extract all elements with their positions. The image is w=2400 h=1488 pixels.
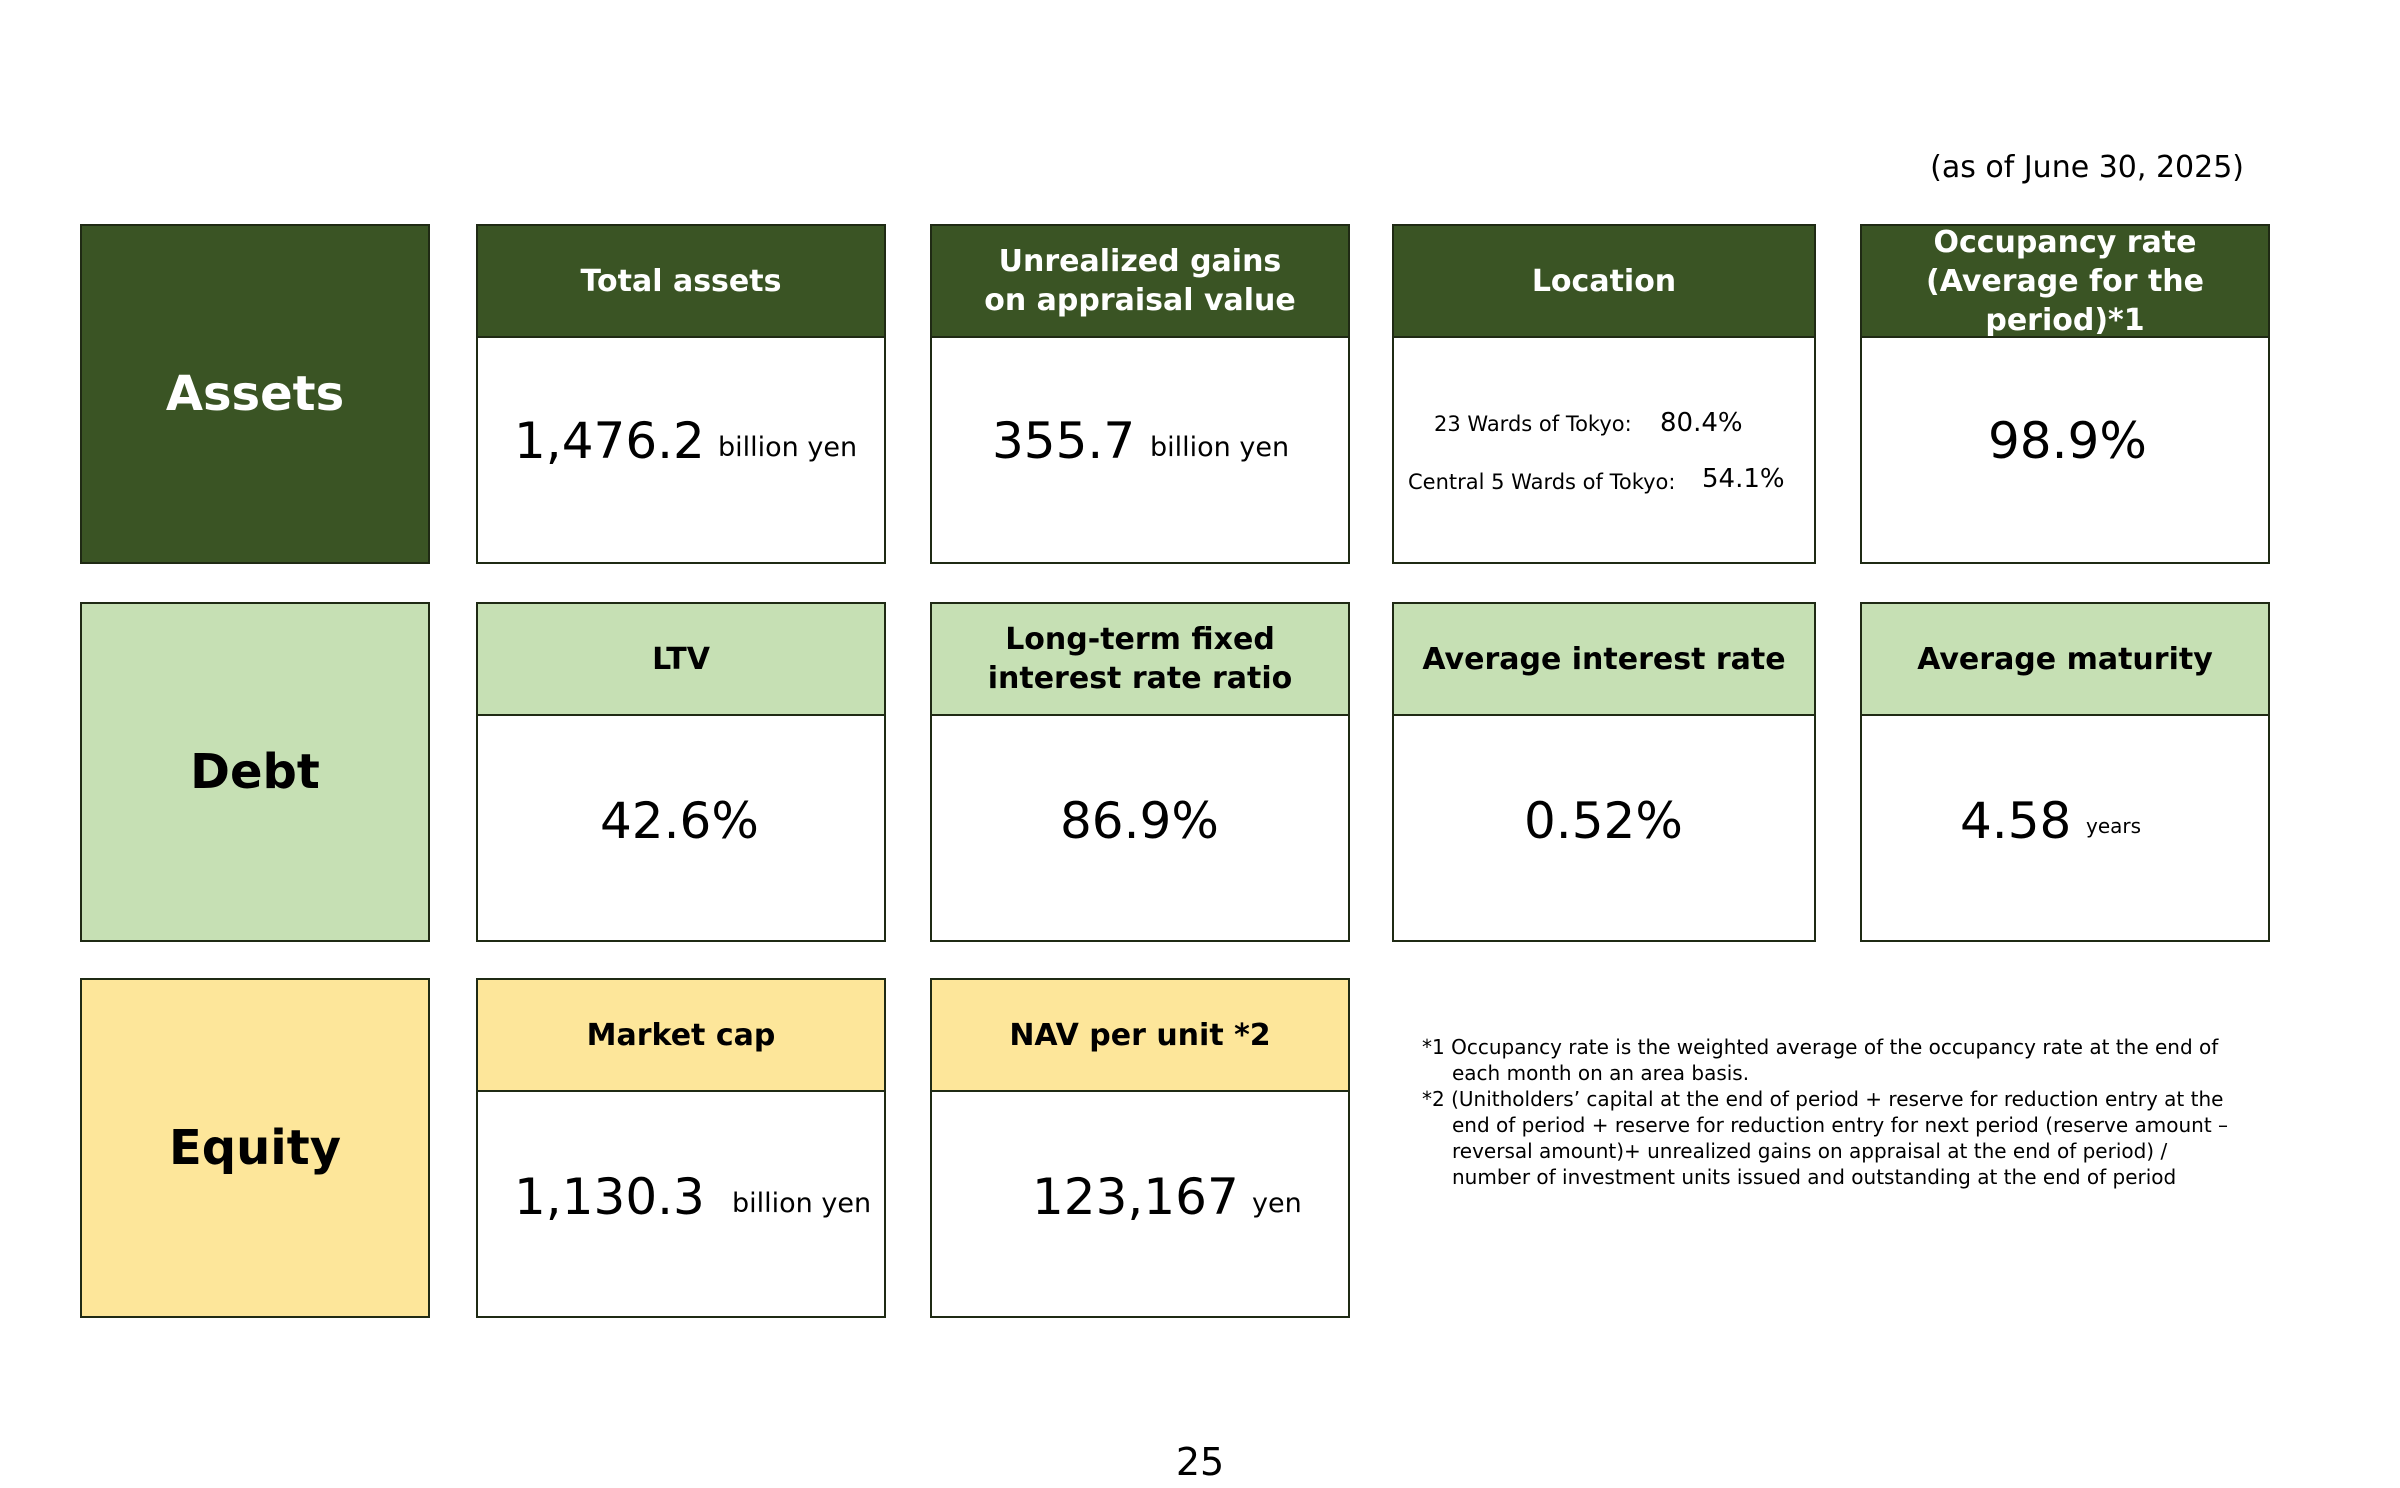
footnote-1: *1 Occupancy rate is the weighted averag… bbox=[1422, 1035, 2219, 1085]
avg-maturity-value: 4.58 bbox=[1960, 792, 2072, 850]
market-cap-title: Market cap bbox=[476, 978, 886, 1092]
central5-label: Central 5 Wards of Tokyo: bbox=[1408, 470, 1676, 494]
unrealized-gains-card: Unrealized gains on appraisal value 355.… bbox=[930, 224, 1350, 564]
footnotes: *1 Occupancy rate is the weighted averag… bbox=[1422, 1034, 2242, 1190]
ltv-card: LTV 42.6% bbox=[476, 602, 886, 942]
total-assets-card: Total assets 1,476.2 billion yen bbox=[476, 224, 886, 564]
row-label-assets: Assets bbox=[80, 224, 430, 564]
nav-per-unit-title: NAV per unit *2 bbox=[930, 978, 1350, 1092]
central5-value: 54.1% bbox=[1702, 464, 1785, 494]
occupancy-title: Occupancy rate (Average for the period)*… bbox=[1860, 224, 2270, 338]
avg-maturity-card: Average maturity 4.58 years bbox=[1860, 602, 2270, 942]
fixed-rate-value: 86.9% bbox=[1060, 792, 1219, 850]
nav-per-unit-card: NAV per unit *2 123,167 yen bbox=[930, 978, 1350, 1318]
total-assets-unit: billion yen bbox=[718, 432, 858, 463]
avg-interest-body: 0.52% bbox=[1392, 714, 1816, 942]
row-label-debt: Debt bbox=[80, 602, 430, 942]
market-cap-unit: billion yen bbox=[732, 1188, 872, 1219]
location-body: 23 Wards of Tokyo: 80.4% Central 5 Wards… bbox=[1392, 336, 1816, 564]
location-title: Location bbox=[1392, 224, 1816, 338]
fixed-rate-title: Long-term fixed interest rate ratio bbox=[930, 602, 1350, 716]
unrealized-gains-unit: billion yen bbox=[1150, 432, 1290, 463]
footnote-2: *2 (Unitholders’ capital at the end of p… bbox=[1422, 1087, 2229, 1189]
fixed-rate-card: Long-term fixed interest rate ratio 86.9… bbox=[930, 602, 1350, 942]
unrealized-gains-value: 355.7 bbox=[992, 412, 1136, 470]
market-cap-body: 1,130.3 billion yen bbox=[476, 1090, 886, 1318]
unrealized-gains-body: 355.7 billion yen bbox=[930, 336, 1350, 564]
wards23-label: 23 Wards of Tokyo: bbox=[1434, 412, 1632, 436]
total-assets-body: 1,476.2 billion yen bbox=[476, 336, 886, 564]
occupancy-value: 98.9% bbox=[1988, 412, 2147, 470]
ltv-body: 42.6% bbox=[476, 714, 886, 942]
occupancy-card: Occupancy rate (Average for the period)*… bbox=[1860, 224, 2270, 564]
row-label-equity: Equity bbox=[80, 978, 430, 1318]
ltv-title: LTV bbox=[476, 602, 886, 716]
wards23-value: 80.4% bbox=[1660, 408, 1743, 438]
avg-maturity-unit: years bbox=[2086, 814, 2142, 838]
avg-interest-value: 0.52% bbox=[1524, 792, 1683, 850]
avg-maturity-body: 4.58 years bbox=[1860, 714, 2270, 942]
nav-per-unit-value: 123,167 bbox=[1032, 1168, 1239, 1226]
location-card: Location 23 Wards of Tokyo: 80.4% Centra… bbox=[1392, 224, 1816, 564]
fixed-rate-body: 86.9% bbox=[930, 714, 1350, 942]
occupancy-body: 98.9% bbox=[1860, 336, 2270, 564]
nav-per-unit-body: 123,167 yen bbox=[930, 1090, 1350, 1318]
ltv-value: 42.6% bbox=[600, 792, 759, 850]
nav-per-unit-unit: yen bbox=[1252, 1188, 1302, 1219]
total-assets-value: 1,476.2 bbox=[514, 412, 705, 470]
avg-maturity-title: Average maturity bbox=[1860, 602, 2270, 716]
page-number: 25 bbox=[1175, 1440, 1225, 1484]
unrealized-gains-title: Unrealized gains on appraisal value bbox=[930, 224, 1350, 338]
total-assets-title: Total assets bbox=[476, 224, 886, 338]
as-of-date: (as of June 30, 2025) bbox=[1930, 150, 2244, 185]
avg-interest-card: Average interest rate 0.52% bbox=[1392, 602, 1816, 942]
market-cap-card: Market cap 1,130.3 billion yen bbox=[476, 978, 886, 1318]
market-cap-value: 1,130.3 bbox=[514, 1168, 705, 1226]
avg-interest-title: Average interest rate bbox=[1392, 602, 1816, 716]
